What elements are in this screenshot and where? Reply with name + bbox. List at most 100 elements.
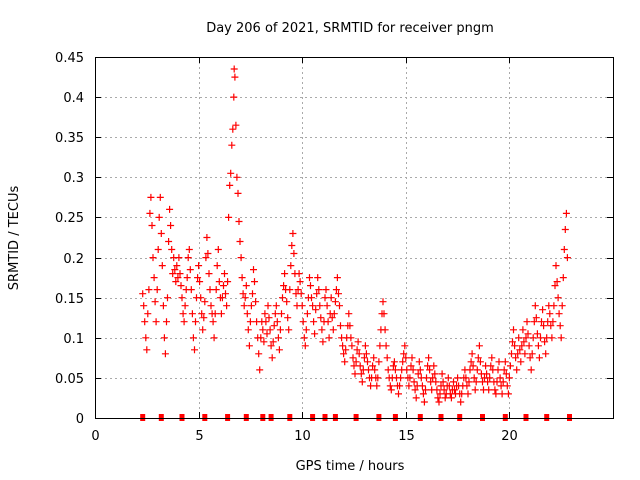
- y-tick-label: 0.1: [63, 332, 84, 347]
- x-tick-label: 10: [294, 429, 311, 444]
- baseline-point: [332, 414, 338, 421]
- data-point: [185, 246, 193, 253]
- data-point: [316, 302, 324, 310]
- data-point: [268, 354, 276, 362]
- data-point: [227, 169, 235, 177]
- data-point: [474, 354, 482, 362]
- data-point: [161, 350, 169, 358]
- data-point: [373, 382, 381, 390]
- data-point: [152, 318, 160, 326]
- data-point: [528, 350, 536, 358]
- data-point: [209, 318, 217, 326]
- data-point: [557, 334, 565, 342]
- data-point: [512, 354, 520, 362]
- data-point: [141, 318, 149, 326]
- baseline-point: [567, 414, 572, 421]
- data-point: [256, 366, 264, 374]
- data-point: [520, 338, 528, 346]
- data-point: [229, 125, 237, 133]
- data-point: [500, 366, 508, 374]
- data-point: [475, 342, 483, 350]
- data-point: [284, 314, 292, 322]
- data-point: [242, 282, 250, 290]
- data-point: [420, 398, 428, 406]
- data-point: [207, 302, 215, 310]
- data-point: [224, 278, 232, 286]
- data-point: [389, 362, 397, 370]
- data-point: [281, 270, 289, 278]
- x-tick-label: 20: [501, 429, 518, 444]
- data-point: [371, 366, 379, 374]
- data-point: [501, 358, 509, 366]
- data-point: [139, 290, 147, 298]
- data-point: [535, 354, 543, 362]
- data-point: [200, 314, 208, 322]
- data-point: [349, 354, 357, 362]
- plot-frame: [95, 57, 614, 419]
- baseline-point: [502, 414, 508, 421]
- data-point: [144, 310, 152, 318]
- data-point: [436, 390, 444, 398]
- data-point: [167, 222, 175, 229]
- baseline-point: [544, 414, 550, 421]
- data-point: [327, 294, 335, 302]
- data-point: [241, 294, 249, 302]
- y-tick-label: 0.25: [55, 211, 84, 226]
- data-point: [431, 370, 439, 378]
- data-point: [203, 234, 211, 241]
- data-point: [534, 342, 542, 350]
- data-point: [483, 370, 491, 378]
- data-point: [298, 302, 306, 310]
- data-point: [221, 270, 228, 278]
- chart-title: Day 206 of 2021, SRMTID for receiver png…: [206, 21, 494, 36]
- data-point: [240, 302, 248, 310]
- data-point: [319, 338, 327, 346]
- data-point: [352, 358, 360, 366]
- data-point: [439, 378, 447, 386]
- data-point: [531, 302, 539, 310]
- baseline-point: [438, 414, 444, 421]
- data-point: [273, 318, 281, 326]
- data-point: [485, 386, 493, 394]
- data-point: [336, 302, 343, 310]
- data-point: [172, 278, 180, 286]
- data-point: [191, 346, 198, 354]
- data-point: [551, 282, 559, 290]
- data-point: [493, 378, 501, 386]
- data-point: [266, 326, 274, 334]
- data-point: [549, 318, 557, 326]
- y-tick-label: 0.3: [63, 171, 84, 186]
- data-point: [499, 378, 507, 386]
- data-point: [217, 310, 225, 318]
- data-point: [315, 286, 323, 294]
- y-tick-label: 0.4: [63, 91, 84, 106]
- data-point: [163, 318, 170, 326]
- data-point: [157, 230, 165, 237]
- x-tick-label: 0: [91, 429, 99, 444]
- data-point: [339, 342, 347, 350]
- data-point: [333, 274, 341, 282]
- data-point: [225, 213, 233, 221]
- data-point: [288, 242, 296, 249]
- data-point: [287, 262, 295, 270]
- data-point: [184, 254, 192, 262]
- data-point: [247, 302, 255, 310]
- data-point: [143, 346, 151, 354]
- data-point: [441, 394, 449, 402]
- data-point: [231, 73, 239, 81]
- data-point: [205, 270, 213, 278]
- data-point: [267, 342, 275, 350]
- data-point: [399, 358, 407, 366]
- data-point: [425, 354, 433, 362]
- data-point: [537, 334, 544, 342]
- data-point: [246, 318, 254, 326]
- data-point: [299, 318, 307, 326]
- data-point: [353, 346, 361, 354]
- data-point: [160, 334, 168, 342]
- data-point: [408, 354, 416, 362]
- data-point: [279, 294, 286, 302]
- data-point: [332, 286, 340, 294]
- data-point: [201, 298, 209, 306]
- data-point: [468, 350, 476, 358]
